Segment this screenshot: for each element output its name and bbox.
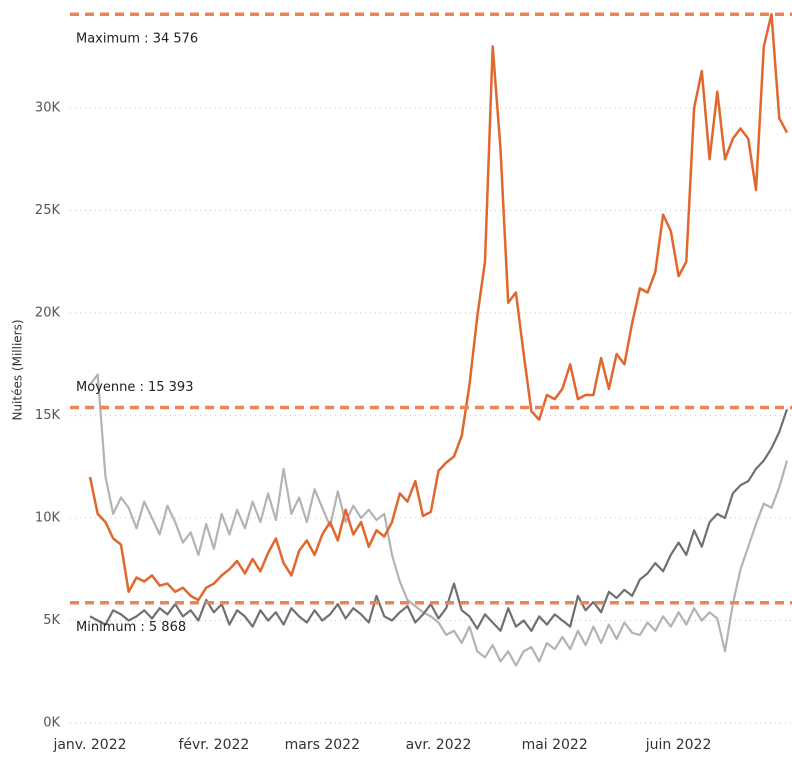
series-line	[88, 12, 789, 602]
series-line	[89, 373, 789, 667]
x-tick-label: mars 2022	[285, 737, 360, 753]
y-axis-title: Nuitées (Milliers)	[11, 319, 25, 420]
y-tick-label: 15K	[35, 408, 61, 423]
reference-label: Moyenne : 15 393	[76, 380, 193, 395]
x-tick-label: mai 2022	[522, 737, 588, 753]
reference-label: Minimum : 5 868	[76, 620, 186, 635]
y-tick-label: 30K	[35, 101, 61, 116]
y-tick-label: 20K	[35, 306, 61, 321]
x-tick-label: févr. 2022	[178, 737, 249, 753]
reference-label: Maximum : 34 576	[76, 32, 198, 47]
y-tick-label: 0K	[43, 716, 60, 731]
x-tick-label: janv. 2022	[52, 737, 126, 753]
x-tick-label: juin 2022	[645, 737, 712, 753]
x-tick-label: avr. 2022	[406, 737, 472, 753]
y-tick-label: 5K	[43, 613, 60, 628]
y-tick-label: 25K	[35, 203, 61, 218]
series-line	[89, 408, 789, 632]
y-tick-label: 10K	[35, 511, 61, 526]
